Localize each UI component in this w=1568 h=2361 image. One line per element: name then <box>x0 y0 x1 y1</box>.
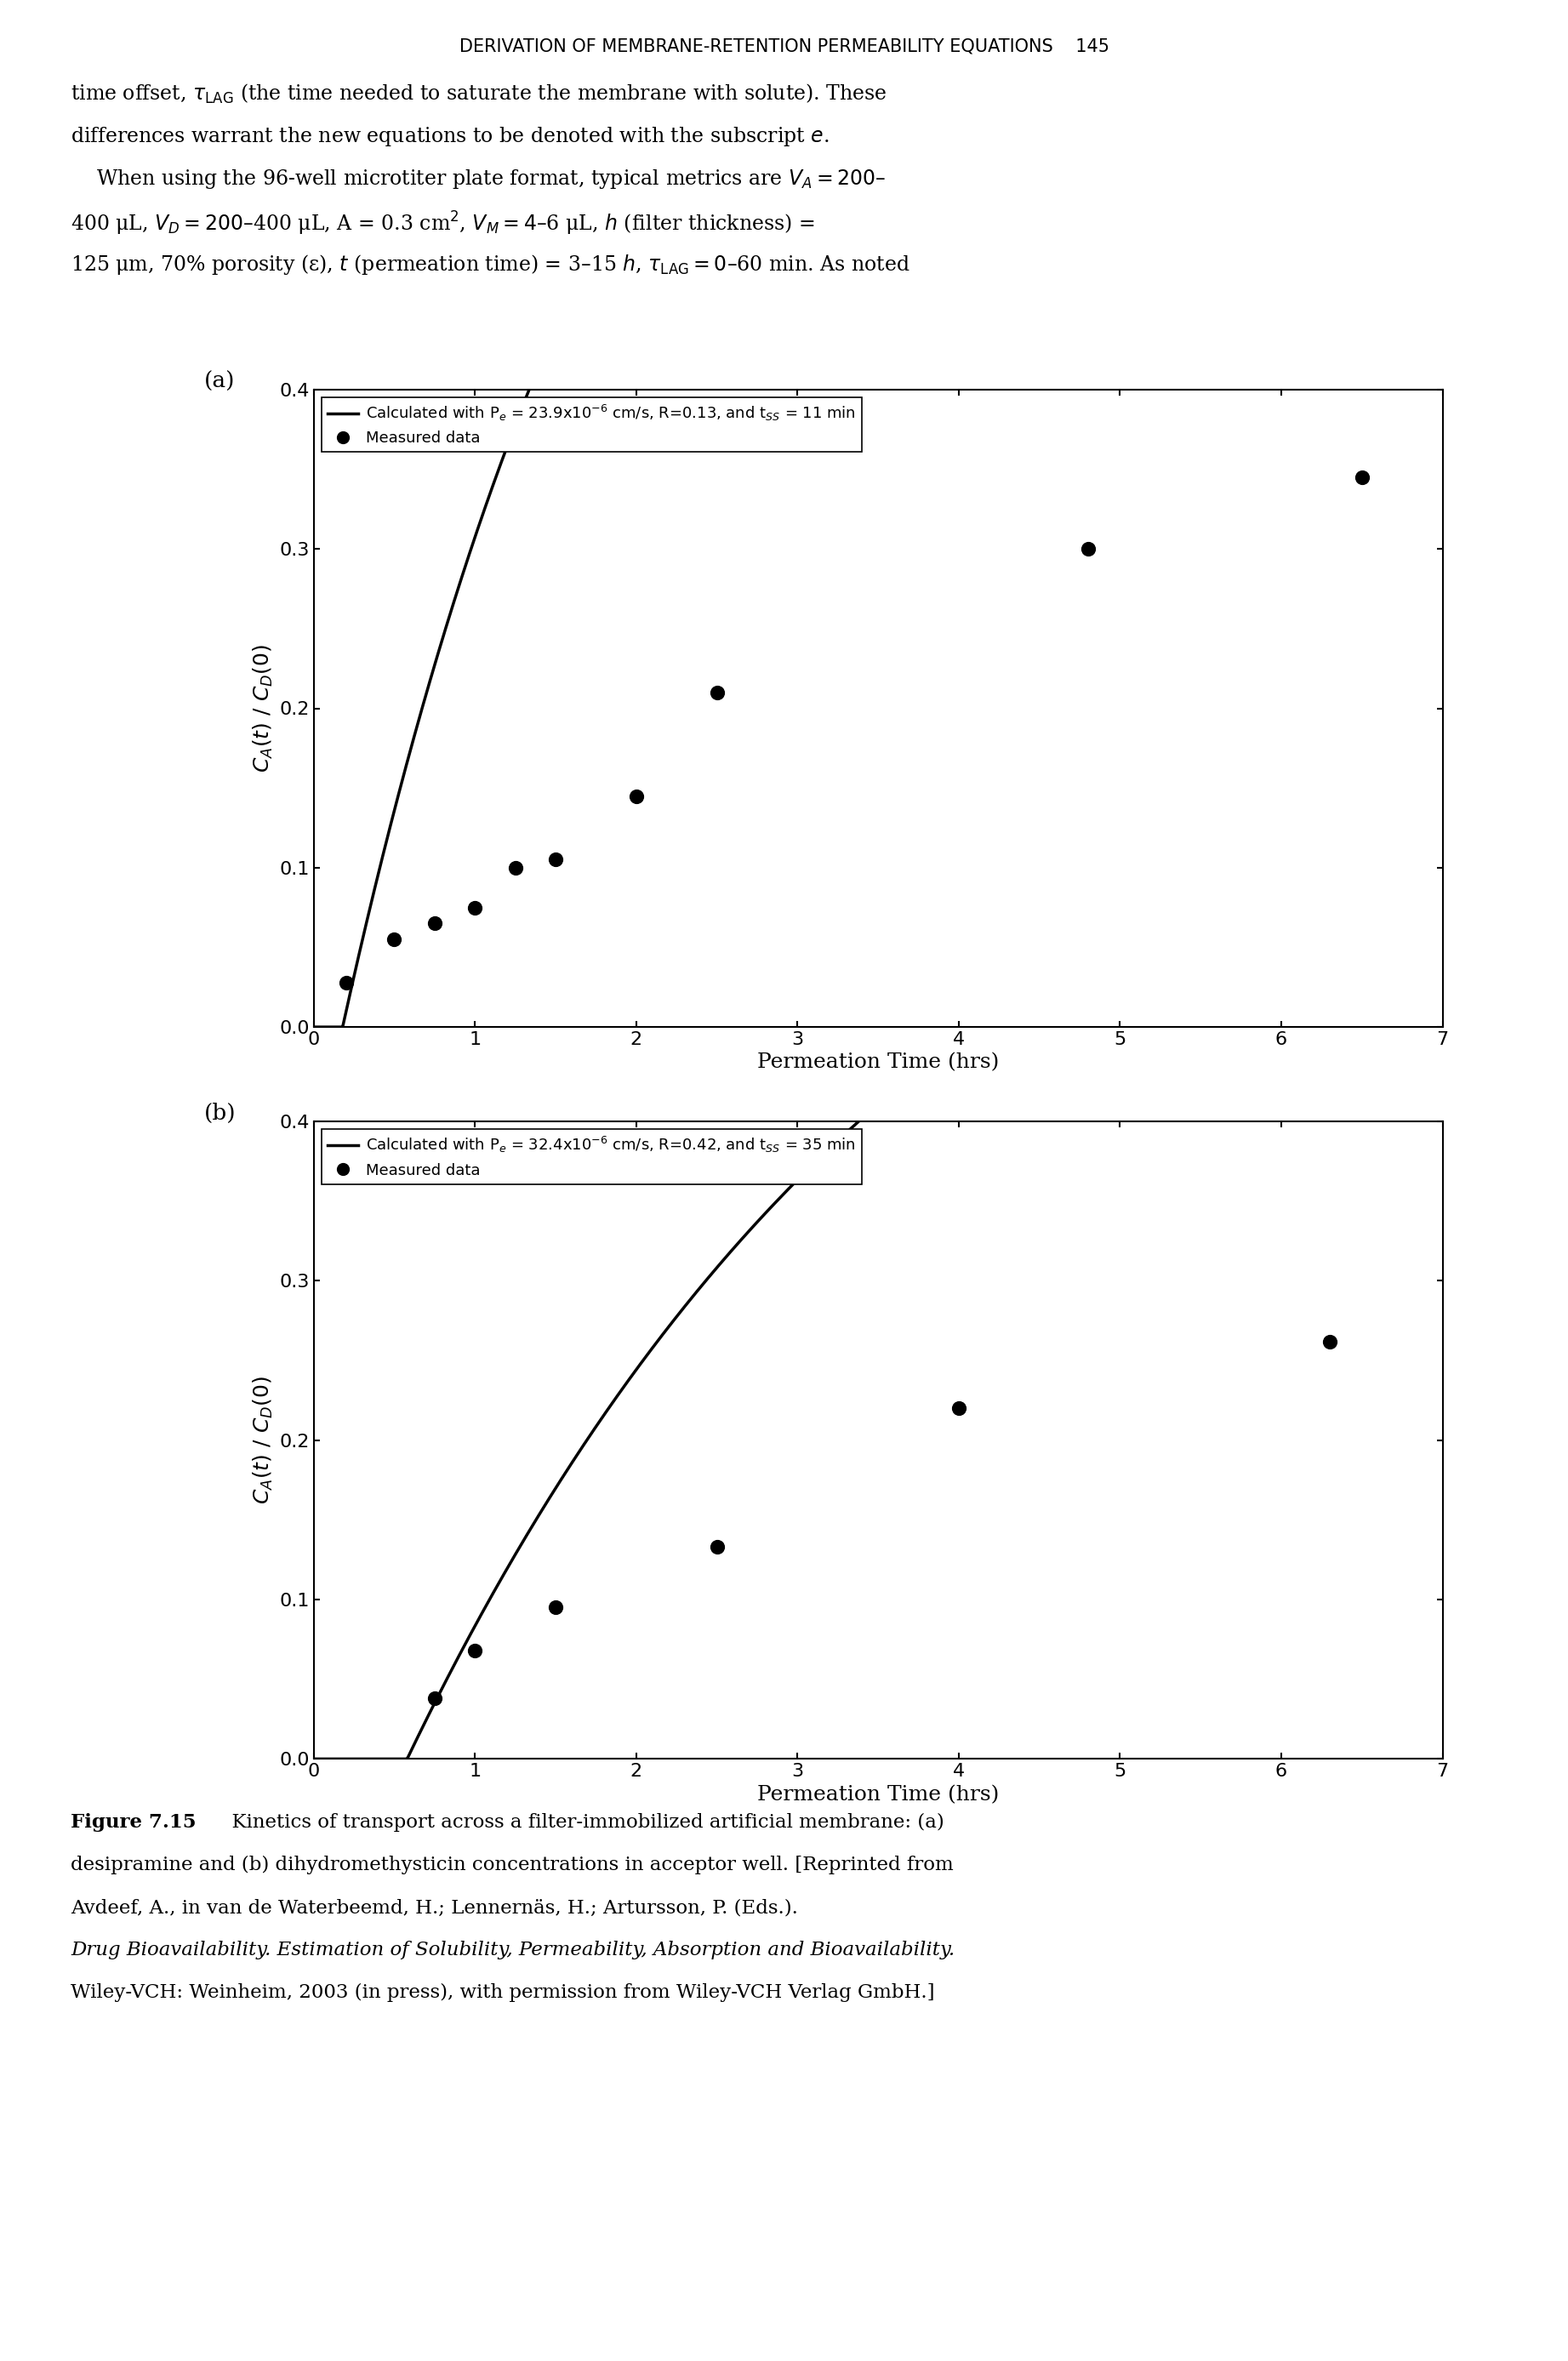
Point <box>624 777 649 815</box>
Point <box>704 1528 729 1565</box>
Point <box>1076 531 1101 569</box>
Text: desipramine and (b) dihydromethysticin concentrations in acceptor well. [Reprint: desipramine and (b) dihydromethysticin c… <box>71 1856 953 1875</box>
Point <box>463 1631 488 1669</box>
Point <box>463 888 488 926</box>
Text: time offset, $\tau_\mathrm{LAG}$ (the time needed to saturate the membrane with : time offset, $\tau_\mathrm{LAG}$ (the ti… <box>71 83 887 106</box>
Point <box>381 921 406 959</box>
Point <box>503 850 528 888</box>
Point <box>704 673 729 711</box>
Text: differences warrant the new equations to be denoted with the subscript $e$.: differences warrant the new equations to… <box>71 125 829 149</box>
Legend: Calculated with P$_e$ = 32.4x10$^{-6}$ cm/s, R=0.42, and t$_{SS}$ = 35 min, Meas: Calculated with P$_e$ = 32.4x10$^{-6}$ c… <box>321 1129 862 1185</box>
Y-axis label: $C_A(t)\ /\ C_D(0)$: $C_A(t)\ /\ C_D(0)$ <box>251 645 274 772</box>
Point <box>334 963 359 1001</box>
Text: (b): (b) <box>204 1103 235 1124</box>
Text: 125 μm, 70% porosity (ε), $t$ (permeation time) = 3–15 $h$, $\tau_\mathrm{LAG} =: 125 μm, 70% porosity (ε), $t$ (permeatio… <box>71 253 909 276</box>
Point <box>422 1679 447 1716</box>
Point <box>1350 458 1375 496</box>
Point <box>543 841 568 878</box>
Point <box>422 904 447 942</box>
Text: Figure 7.15: Figure 7.15 <box>71 1813 196 1832</box>
Y-axis label: $C_A(t)\ /\ C_D(0)$: $C_A(t)\ /\ C_D(0)$ <box>251 1376 274 1504</box>
Text: (a): (a) <box>204 371 235 392</box>
Legend: Calculated with P$_e$ = 23.9x10$^{-6}$ cm/s, R=0.13, and t$_{SS}$ = 11 min, Meas: Calculated with P$_e$ = 23.9x10$^{-6}$ c… <box>321 397 862 453</box>
Point <box>1317 1322 1342 1360</box>
Text: 400 μL, $V_D=200$–400 μL, A = 0.3 cm$^2$, $V_M = 4$–6 μL, $h$ (filter thickness): 400 μL, $V_D=200$–400 μL, A = 0.3 cm$^2$… <box>71 210 815 238</box>
Text: When using the 96-well microtiter plate format, typical metrics are $V_A = 200$–: When using the 96-well microtiter plate … <box>71 168 886 191</box>
X-axis label: Permeation Time (hrs): Permeation Time (hrs) <box>757 1785 999 1804</box>
Text: Wiley-VCH: Weinheim, 2003 (in press), with permission from Wiley-VCH Verlag GmbH: Wiley-VCH: Weinheim, 2003 (in press), wi… <box>71 1983 935 2002</box>
Point <box>946 1388 971 1426</box>
Text: Drug Bioavailability. Estimation of Solubility, Permeability, Absorption and Bio: Drug Bioavailability. Estimation of Solu… <box>71 1941 955 1960</box>
X-axis label: Permeation Time (hrs): Permeation Time (hrs) <box>757 1053 999 1072</box>
Text: DERIVATION OF MEMBRANE-RETENTION PERMEABILITY EQUATIONS    145: DERIVATION OF MEMBRANE-RETENTION PERMEAB… <box>459 38 1109 54</box>
Text: Avdeef, A., in van de Waterbeemd, H.; Lennernäs, H.; Artursson, P. (Eds.).: Avdeef, A., in van de Waterbeemd, H.; Le… <box>71 1898 798 1917</box>
Point <box>543 1589 568 1627</box>
Text: Kinetics of transport across a filter-immobilized artificial membrane: (a): Kinetics of transport across a filter-im… <box>220 1813 944 1832</box>
